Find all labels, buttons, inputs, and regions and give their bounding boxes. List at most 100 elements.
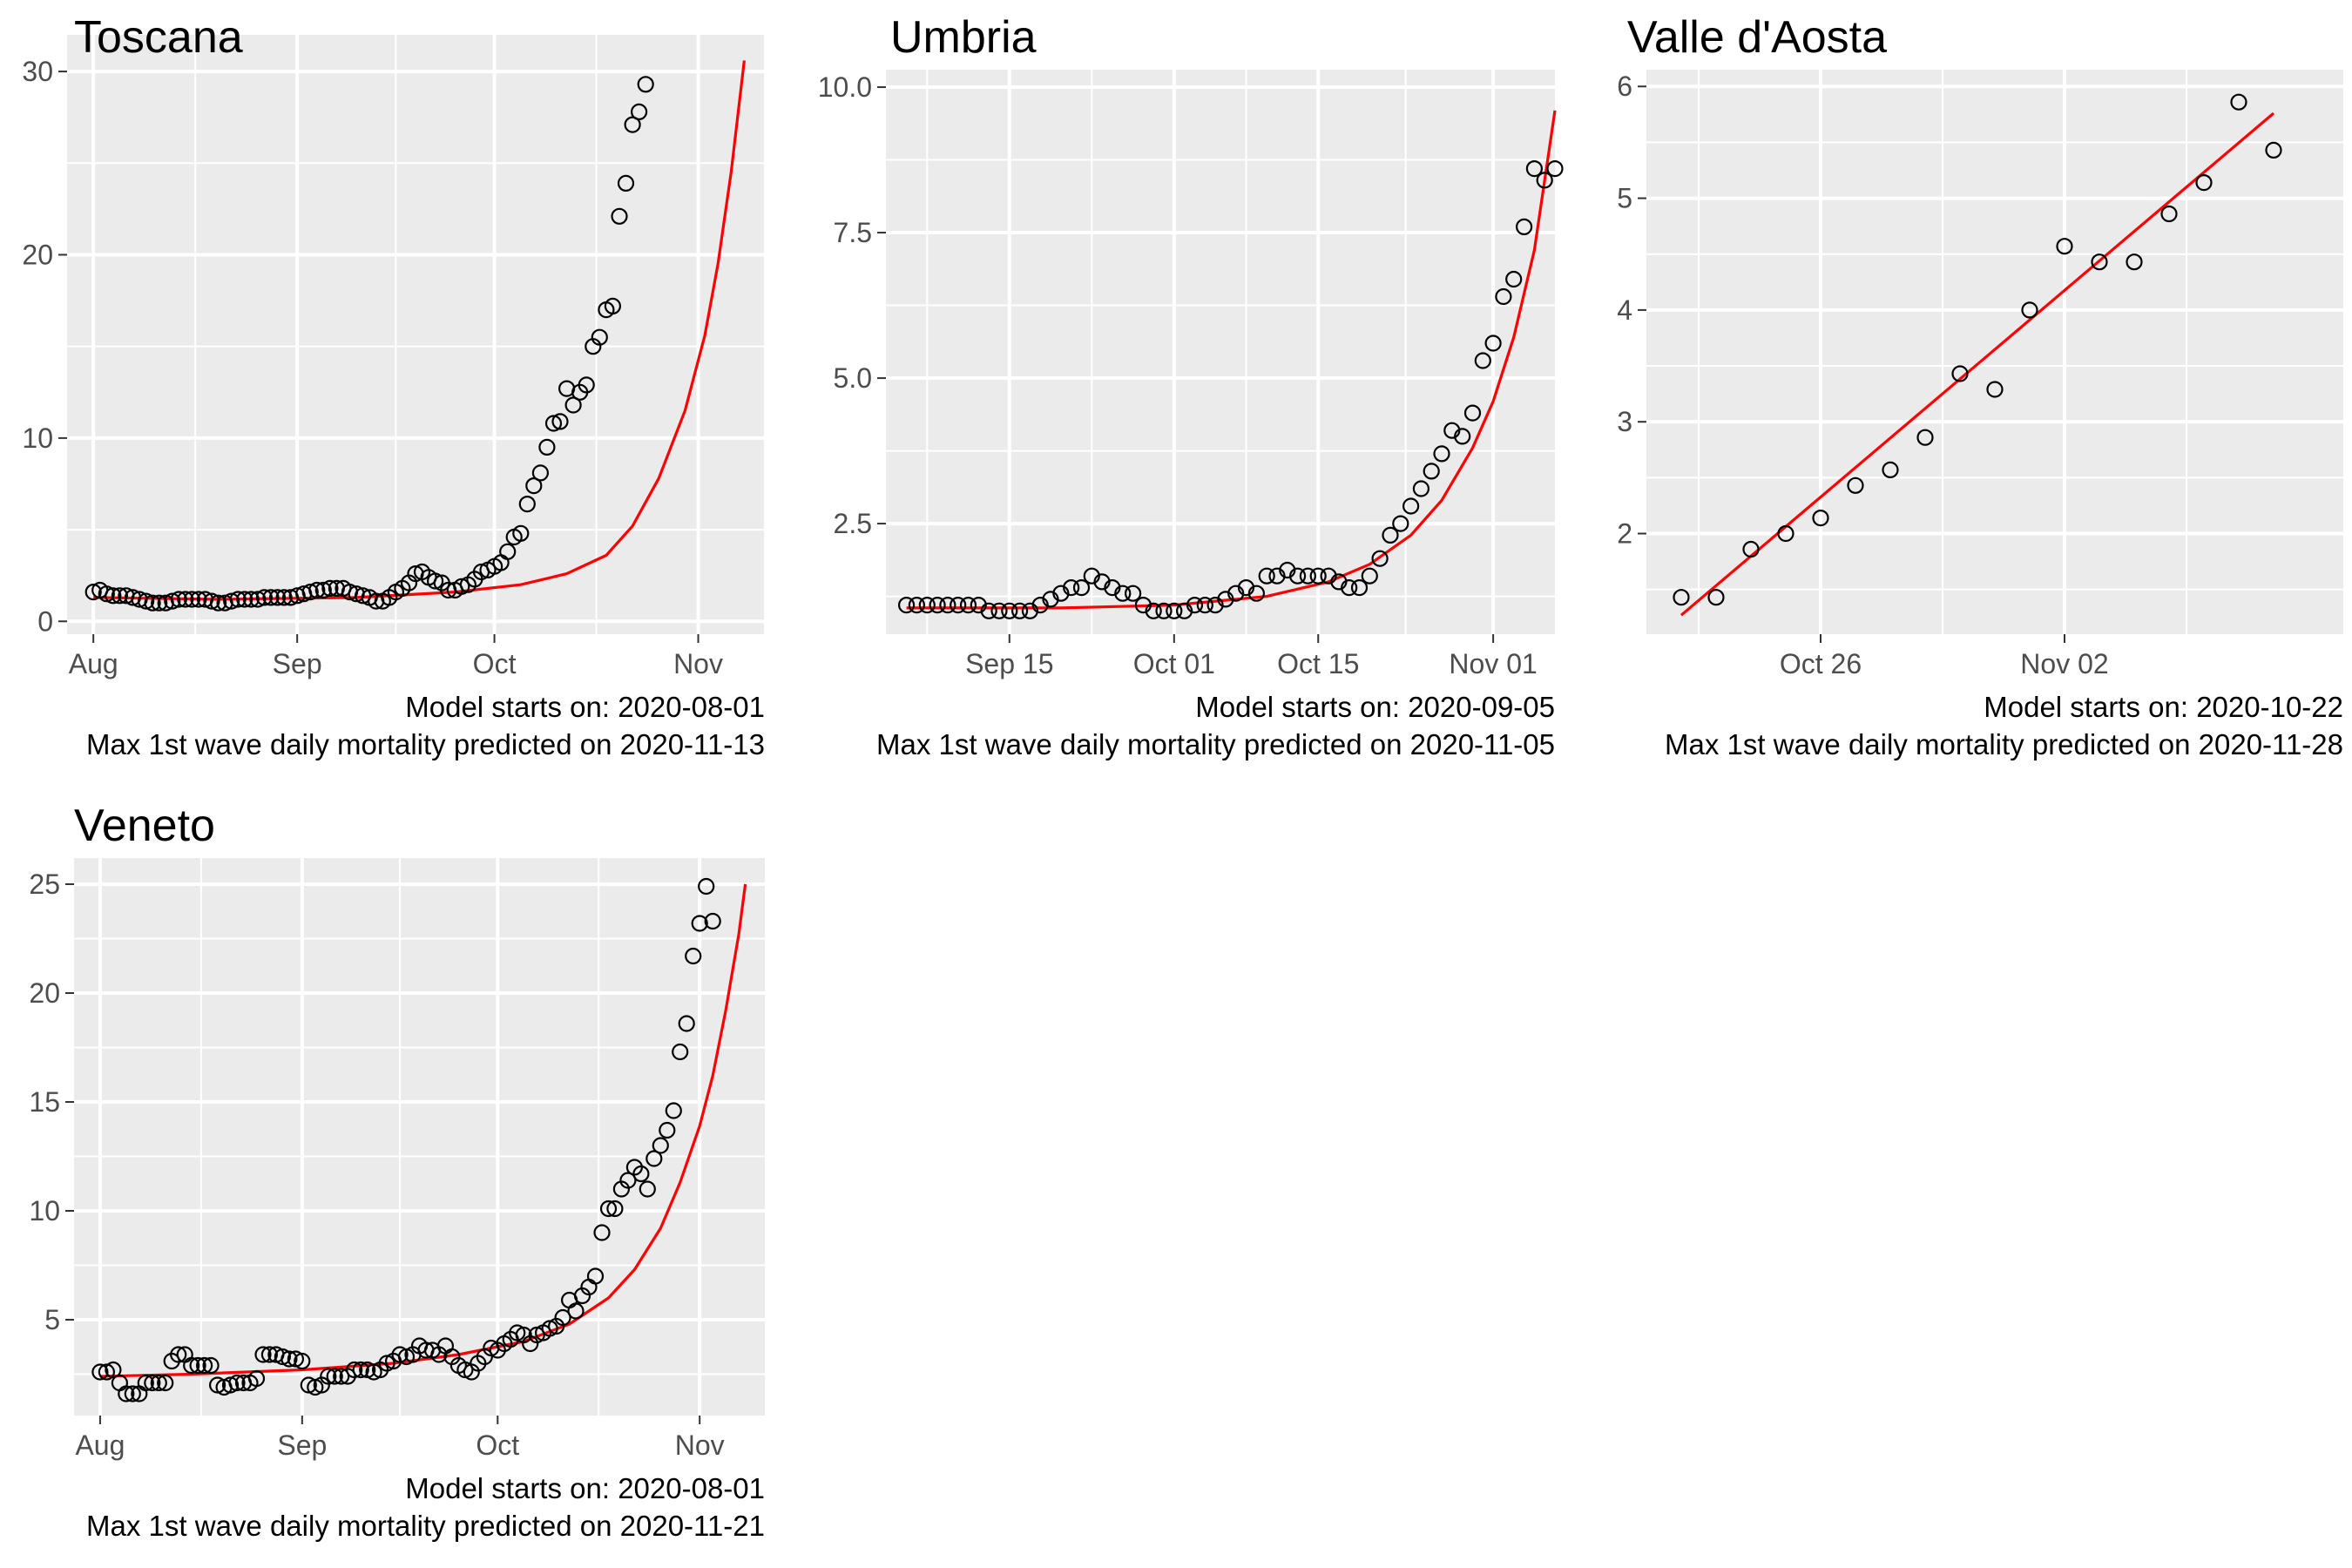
y-tick-label: 5.0 — [834, 362, 872, 394]
data-point — [196, 1356, 213, 1375]
data-point — [1412, 480, 1430, 497]
data-point — [531, 464, 550, 482]
x-tick-label: Oct — [476, 1429, 519, 1461]
data-point — [1155, 602, 1173, 619]
data-point — [1072, 578, 1091, 597]
caption-line: Model starts on: 2020-09-05 — [1195, 691, 1555, 723]
data-point — [164, 592, 181, 610]
panel-background — [886, 70, 1555, 634]
x-tick-label: Sep — [273, 648, 322, 679]
data-point — [509, 1324, 526, 1342]
data-point — [333, 1368, 350, 1385]
x-tick-label: Sep 15 — [965, 648, 1053, 679]
y-tick-label: 2.5 — [834, 508, 872, 539]
data-point — [307, 1378, 324, 1396]
data-point — [314, 581, 332, 599]
data-point — [1258, 567, 1275, 585]
data-point — [91, 1363, 109, 1381]
data-point — [691, 915, 708, 932]
data-point — [1186, 596, 1204, 614]
gridlines — [1646, 70, 2343, 634]
data-point — [151, 594, 168, 612]
data-point — [260, 1346, 278, 1363]
data-point — [567, 1302, 585, 1320]
x-tick-label: Oct — [473, 648, 517, 679]
data-points — [897, 160, 1564, 619]
data-point — [652, 1137, 669, 1154]
y-tick-label: 10 — [29, 1195, 60, 1227]
data-point — [591, 328, 608, 346]
caption-line: Max 1st wave daily mortality predicted o… — [86, 1510, 765, 1542]
data-point — [518, 495, 536, 513]
data-point — [1361, 567, 1378, 585]
data-point — [1227, 585, 1245, 602]
data-point — [645, 1150, 663, 1167]
panel-1: Aug Sep Oct Nov 0 10 20 30 Toscana Model starts o… — [22, 12, 765, 760]
data-point — [593, 1224, 611, 1241]
x-tick-label: Nov — [673, 648, 723, 679]
data-point — [564, 396, 582, 414]
data-point — [1882, 461, 1899, 479]
data-point — [177, 591, 194, 608]
data-point — [950, 596, 967, 614]
data-point — [2265, 141, 2282, 159]
data-point — [2195, 174, 2213, 192]
data-point — [512, 524, 530, 542]
data-point — [397, 1348, 416, 1366]
x-tick-label: Aug — [75, 1429, 125, 1461]
gridlines — [67, 35, 764, 634]
y-tick-label: 20 — [29, 977, 60, 1009]
data-point — [1341, 578, 1358, 597]
data-point — [144, 594, 161, 612]
y-tick-label: 10 — [22, 422, 53, 454]
panel-title: Valle d'Aosta — [1627, 12, 1887, 63]
data-point — [897, 596, 916, 614]
data-point — [308, 581, 326, 599]
data-point — [1505, 270, 1523, 288]
data-point — [170, 1346, 187, 1363]
data-point — [228, 1374, 246, 1392]
data-point — [698, 877, 715, 896]
y-tick-label: 15 — [29, 1086, 60, 1118]
fit-curve — [93, 60, 746, 601]
data-point — [929, 596, 946, 614]
data-point — [202, 1356, 220, 1375]
x-tick-label: Aug — [69, 648, 118, 679]
data-point — [1392, 515, 1409, 532]
data-point — [2160, 205, 2178, 223]
data-point — [294, 1352, 311, 1370]
data-point — [150, 1374, 167, 1392]
data-point — [617, 174, 635, 192]
y-tick-label: 20 — [22, 239, 53, 270]
y-tick-label: 2 — [1617, 518, 1632, 550]
data-point — [1309, 567, 1327, 585]
y-tick-label: 4 — [1617, 294, 1632, 326]
data-point — [959, 596, 977, 614]
data-point — [1063, 578, 1080, 597]
data-point — [1707, 589, 1725, 606]
data-points — [1673, 93, 2282, 606]
data-point — [1484, 335, 1502, 352]
data-point — [1536, 172, 1553, 189]
data-point — [704, 912, 721, 930]
data-point — [2056, 238, 2073, 255]
fit-curve — [906, 110, 1557, 610]
data-point — [1951, 365, 1969, 382]
data-point — [525, 476, 543, 495]
data-point — [118, 1385, 135, 1402]
data-point — [918, 596, 936, 614]
y-tick-label: 7.5 — [834, 217, 872, 248]
x-tick-label: Nov 02 — [2020, 648, 2108, 679]
data-point — [1196, 596, 1213, 614]
data-point — [275, 589, 293, 606]
data-point — [544, 415, 563, 432]
caption-line: Model starts on: 2020-08-01 — [405, 691, 765, 723]
data-point — [538, 438, 556, 456]
data-point — [255, 589, 273, 606]
data-point — [637, 76, 654, 93]
x-tick-label: Oct 01 — [1133, 648, 1215, 679]
y-tick-label: 0 — [37, 605, 53, 637]
x-tick-label: Oct 26 — [1780, 648, 1862, 679]
data-point — [639, 1180, 656, 1198]
